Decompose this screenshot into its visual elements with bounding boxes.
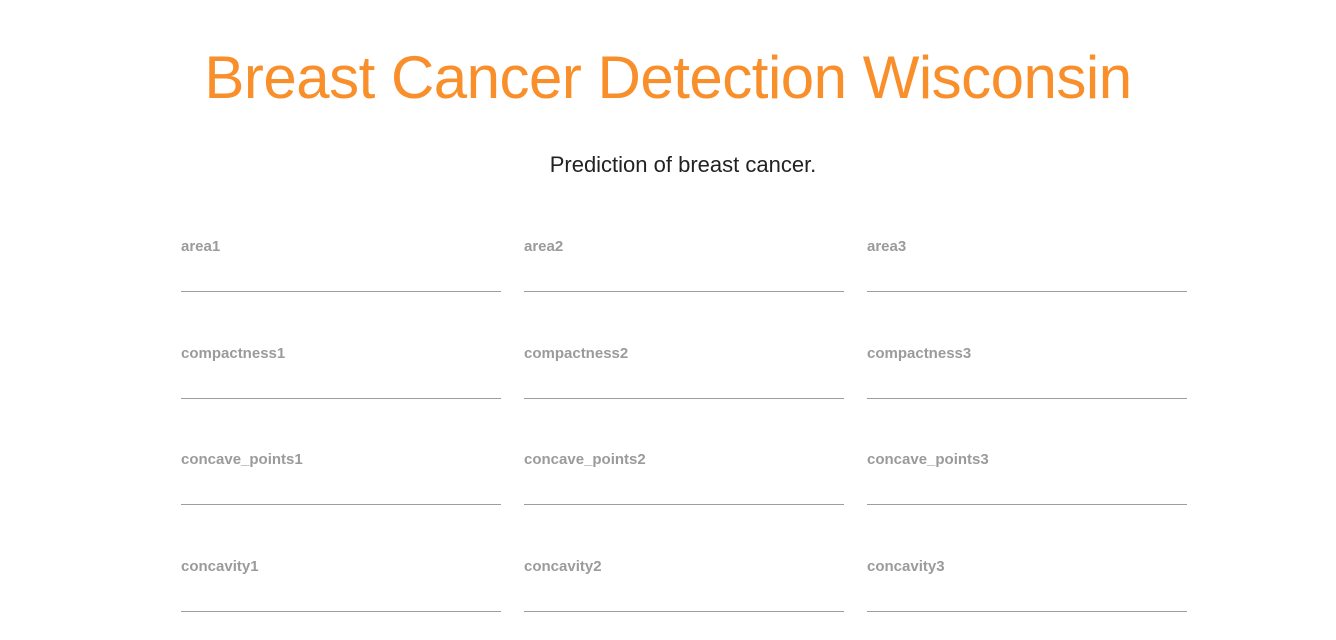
prediction-form: area1 area2 area3 compactness1 compactne… (181, 226, 1187, 640)
compactness1-input[interactable] (181, 370, 501, 399)
concave-points3-input[interactable] (867, 477, 1187, 505)
field-label: concavity3 (867, 557, 945, 575)
concavity2-input[interactable] (524, 583, 844, 612)
field-area3: area3 (867, 226, 1187, 333)
field-concave-points3: concave_points3 (867, 439, 1187, 546)
field-compactness3: compactness3 (867, 333, 1187, 440)
field-compactness1: compactness1 (181, 333, 501, 440)
compactness3-input[interactable] (867, 370, 1187, 399)
field-label: concavity2 (524, 557, 602, 575)
field-concavity2: concavity2 (524, 546, 844, 640)
page-subtitle: Prediction of breast cancer. (549, 152, 817, 177)
field-label: concave_points2 (524, 451, 646, 468)
area2-input[interactable] (524, 264, 844, 292)
area1-input[interactable] (181, 264, 501, 292)
field-label: concavity1 (181, 557, 259, 575)
field-label: area1 (181, 238, 221, 255)
field-label: compactness3 (867, 344, 972, 362)
field-label: concave_points3 (867, 451, 989, 468)
compactness2-input[interactable] (524, 370, 844, 399)
concavity1-input[interactable] (181, 583, 501, 612)
field-label: compactness1 (181, 344, 286, 362)
page-title: Breast Cancer Detection Wisconsin (204, 44, 1132, 111)
concavity3-input[interactable] (867, 583, 1187, 612)
field-concavity1: concavity1 (181, 546, 501, 640)
field-label: area3 (867, 238, 907, 255)
field-concave-points1: concave_points1 (181, 439, 501, 546)
concave-points1-input[interactable] (181, 477, 501, 505)
field-compactness2: compactness2 (524, 333, 844, 440)
field-label: concave_points1 (181, 451, 303, 468)
field-label: compactness2 (524, 344, 629, 362)
field-concave-points2: concave_points2 (524, 439, 844, 546)
field-area1: area1 (181, 226, 501, 333)
concave-points2-input[interactable] (524, 477, 844, 505)
area3-input[interactable] (867, 264, 1187, 292)
field-concavity3: concavity3 (867, 546, 1187, 640)
field-label: area2 (524, 238, 564, 255)
field-area2: area2 (524, 226, 844, 333)
